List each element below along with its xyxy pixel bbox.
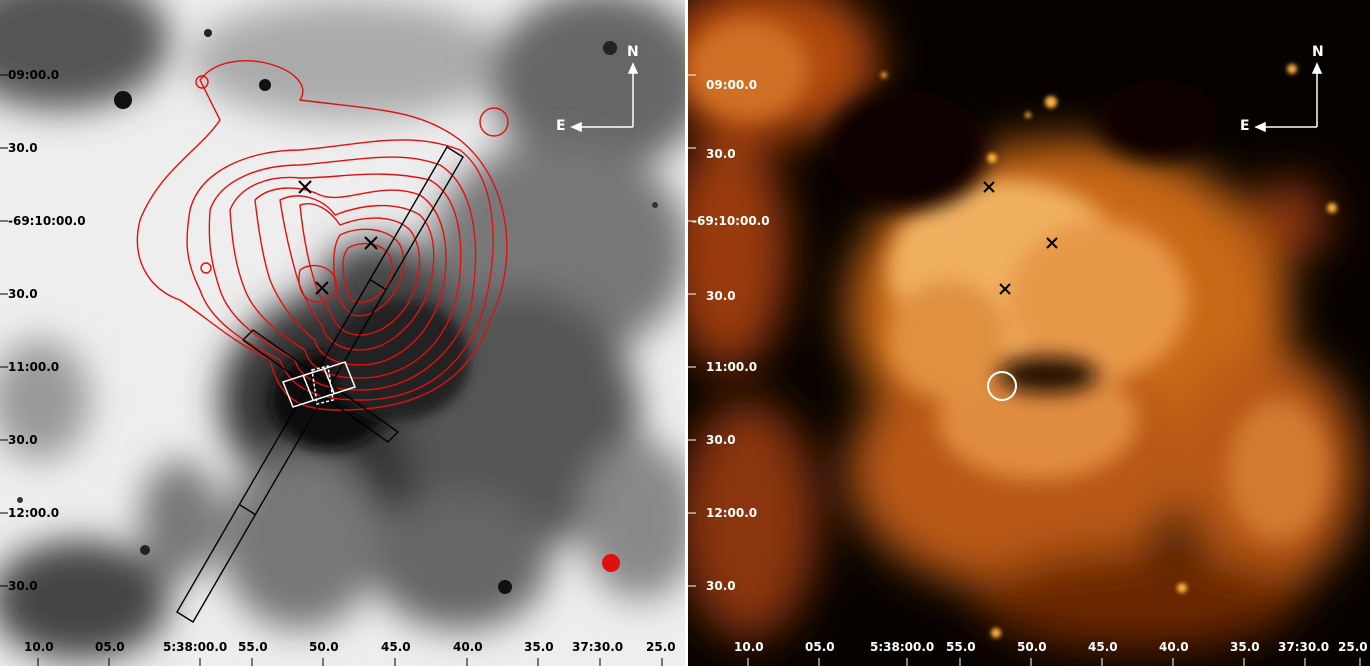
ra-tick-label: 50.0 (1017, 640, 1047, 654)
dec-tick-label: -69:10:00.0 (692, 214, 770, 228)
ra-tick-label: 55.0 (238, 640, 268, 654)
stars (17, 29, 658, 594)
ra-tick-label: 37:30.0 (572, 640, 624, 654)
emission-image-panel: 09:00.0 30.0 -69:10:00.0 30.0 11:00.0 30… (688, 0, 1370, 666)
ra-tick-label: 5:38:00.0 (870, 640, 935, 654)
ra-tick-label: 35.0 (524, 640, 554, 654)
dec-tick-label: 11:00.0 (8, 360, 60, 374)
white-circle-marker (987, 371, 1017, 401)
dec-tick-label: 09:00.0 (8, 68, 60, 82)
long-slit-overlay (176, 146, 464, 623)
ifu-box-overlay (282, 361, 356, 408)
dark-nebula-regions (0, 0, 685, 660)
ra-tick-label: 05.0 (805, 640, 835, 654)
compass-east-label: E (1240, 118, 1250, 134)
ra-tick-label: 45.0 (1088, 640, 1118, 654)
dec-tick-label: 30.0 (706, 433, 736, 447)
dec-tick-label: 30.0 (8, 433, 38, 447)
ra-tick-label: 25.0 (1338, 640, 1368, 654)
grayscale-image (0, 0, 685, 666)
x-markers (983, 181, 1058, 295)
compass-north-label: N (627, 44, 639, 60)
ra-tick-label: 10.0 (734, 640, 764, 654)
dec-tick-label: 11:00.0 (706, 360, 758, 374)
dec-tick-label: 30.0 (706, 147, 736, 161)
tick-marks (0, 74, 663, 666)
ra-tick-label: 55.0 (946, 640, 976, 654)
emission-dark-cavities (828, 80, 1218, 393)
red-dot-marker (602, 554, 620, 572)
compass-arrows (570, 62, 639, 133)
ra-tick-label: 10.0 (24, 640, 54, 654)
red-contours (136, 60, 509, 411)
dec-tick-label: 12:00.0 (8, 506, 60, 520)
ra-tick-label: 40.0 (453, 640, 483, 654)
ra-tick-label: 35.0 (1230, 640, 1260, 654)
dec-tick-label: 09:00.0 (706, 78, 758, 92)
ra-tick-label: 37:30.0 (1278, 640, 1330, 654)
dec-tick-label: 12:00.0 (706, 506, 758, 520)
ra-tick-label: 5:38:00.0 (163, 640, 228, 654)
grayscale-image-panel: 09:00.0 30.0 -69:10:00.0 30.0 11:00.0 30… (0, 0, 685, 666)
dec-tick-label: 30.0 (706, 289, 736, 303)
point-sources (881, 64, 1337, 638)
dec-tick-label: 30.0 (706, 579, 736, 593)
dec-tick-label: 30.0 (8, 287, 38, 301)
tick-marks (688, 74, 1361, 666)
ra-tick-label: 05.0 (95, 640, 125, 654)
dec-tick-label: 30.0 (8, 141, 38, 155)
ra-tick-label: 50.0 (309, 640, 339, 654)
ra-tick-label: 25.0 (646, 640, 676, 654)
emission-image (688, 0, 1370, 666)
compass-arrows (1254, 62, 1323, 133)
compass-north-label: N (1312, 44, 1324, 60)
x-markers (298, 180, 378, 295)
ra-tick-label: 45.0 (381, 640, 411, 654)
compass-east-label: E (556, 118, 566, 134)
panel-divider (685, 0, 688, 666)
ra-tick-label: 40.0 (1159, 640, 1189, 654)
dec-tick-label: 30.0 (8, 579, 38, 593)
dec-tick-label: -69:10:00.0 (8, 214, 86, 228)
